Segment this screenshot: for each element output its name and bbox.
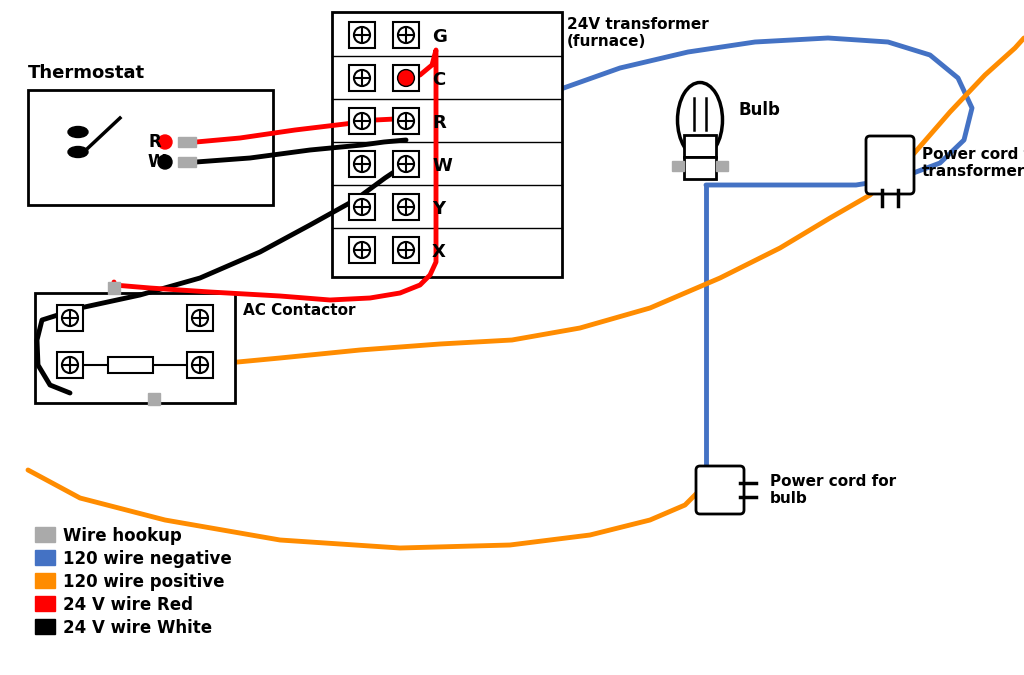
Circle shape	[191, 310, 208, 326]
Bar	[187, 305, 213, 331]
Circle shape	[398, 27, 414, 43]
Text: Thermostat: Thermostat	[28, 64, 145, 82]
Circle shape	[354, 27, 370, 43]
Circle shape	[398, 199, 414, 215]
Text: Bulb: Bulb	[738, 101, 780, 119]
Circle shape	[398, 242, 414, 258]
Circle shape	[158, 135, 172, 149]
Text: Y: Y	[432, 200, 445, 218]
Bar	[57, 352, 83, 378]
Circle shape	[61, 310, 78, 326]
FancyBboxPatch shape	[696, 466, 744, 514]
Bar	[349, 237, 375, 263]
Text: W: W	[148, 153, 166, 171]
Circle shape	[354, 199, 370, 215]
Bar	[187, 352, 213, 378]
Circle shape	[354, 156, 370, 172]
Bar	[393, 194, 419, 220]
Text: X: X	[432, 243, 445, 261]
Bar	[28, 90, 273, 205]
Text: W: W	[432, 157, 452, 175]
Ellipse shape	[68, 126, 88, 138]
Bar	[684, 157, 716, 179]
Text: 24V transformer
(furnace): 24V transformer (furnace)	[567, 17, 709, 49]
Text: R: R	[148, 133, 161, 151]
Bar	[108, 282, 120, 294]
Circle shape	[398, 113, 414, 129]
Text: 24 V wire Red: 24 V wire Red	[63, 596, 193, 614]
Bar	[393, 22, 419, 48]
Bar	[349, 151, 375, 177]
Bar	[684, 135, 716, 157]
Circle shape	[61, 357, 78, 373]
Bar	[393, 108, 419, 134]
Bar	[35, 596, 55, 611]
Bar	[178, 137, 196, 147]
Text: 120 wire negative: 120 wire negative	[63, 550, 231, 568]
Bar	[349, 108, 375, 134]
Text: C: C	[432, 71, 445, 89]
Bar	[393, 151, 419, 177]
Ellipse shape	[68, 146, 88, 157]
Bar	[716, 161, 728, 171]
Bar	[349, 65, 375, 91]
Bar	[332, 12, 562, 277]
Circle shape	[354, 70, 370, 86]
Bar	[57, 305, 83, 331]
Text: Power cord for
transformer: Power cord for transformer	[922, 146, 1024, 179]
Bar	[393, 237, 419, 263]
Text: 120 wire positive: 120 wire positive	[63, 573, 224, 591]
Bar	[178, 157, 196, 167]
Circle shape	[191, 357, 208, 373]
Text: Wire hookup: Wire hookup	[63, 527, 181, 545]
Bar	[393, 65, 419, 91]
Circle shape	[158, 155, 172, 169]
Bar	[35, 573, 55, 588]
Text: Power cord for
bulb: Power cord for bulb	[770, 474, 896, 506]
Circle shape	[354, 242, 370, 258]
Bar	[148, 393, 160, 405]
Bar	[35, 550, 55, 565]
Bar	[35, 619, 55, 634]
Bar	[35, 293, 234, 403]
Bar	[672, 161, 684, 171]
Bar	[349, 22, 375, 48]
Text: 24 V wire White: 24 V wire White	[63, 619, 212, 637]
Circle shape	[354, 113, 370, 129]
Bar	[349, 194, 375, 220]
Text: G: G	[432, 28, 446, 46]
Ellipse shape	[678, 82, 723, 157]
Text: AC Contactor: AC Contactor	[243, 303, 355, 318]
Bar	[35, 527, 55, 542]
Bar	[108, 357, 153, 373]
Circle shape	[398, 156, 414, 172]
Circle shape	[399, 71, 413, 85]
Text: R: R	[432, 114, 445, 132]
Circle shape	[398, 70, 414, 86]
FancyBboxPatch shape	[866, 136, 914, 194]
